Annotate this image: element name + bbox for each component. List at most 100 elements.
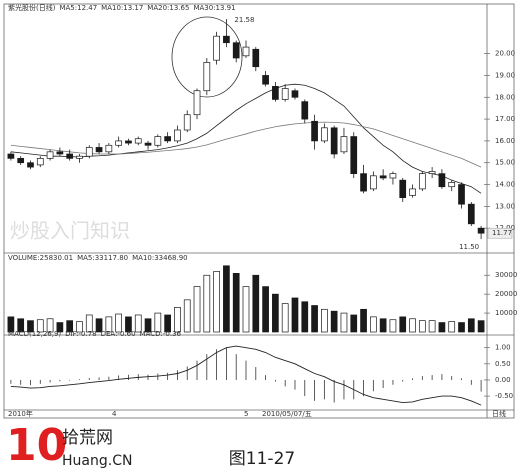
panel-header: MACD(12,26,9) [8, 330, 61, 338]
y-tick-label: 0.00 [495, 376, 511, 384]
last-price-box [487, 227, 513, 239]
candle-body [311, 120, 318, 142]
panel-header: MA5:33117.80 [77, 254, 128, 262]
volume-bar [369, 316, 377, 333]
candle-body [56, 151, 64, 155]
volume-bar [95, 318, 103, 333]
x-axis-label: 4 [112, 410, 117, 418]
volume-bar [7, 316, 15, 333]
panel-header: 紫光股份(日线) [8, 3, 56, 12]
candle-body [281, 88, 289, 100]
y-tick-label: 1.00 [495, 344, 511, 352]
candle-body [203, 62, 211, 92]
y-tick-label: 19.00 [495, 71, 515, 79]
panel-header: VOLUME:25830.01 [8, 254, 73, 262]
panel-header: MA5:12.47 [59, 4, 97, 12]
volume-bar [272, 293, 279, 333]
volume-bar [105, 316, 113, 333]
volume-bar [125, 316, 132, 333]
volume-bar [281, 303, 289, 333]
candle-body [418, 173, 426, 190]
candle-body [467, 203, 475, 225]
candle-body [27, 162, 34, 168]
candle-body [301, 101, 309, 120]
price-annotation: 21.58 [234, 16, 254, 24]
candle-body [164, 136, 171, 142]
candle-body [291, 90, 299, 98]
volume-bar [291, 297, 299, 333]
x-axis-label: 5 [244, 410, 248, 418]
y-tick-label: 17.00 [495, 115, 515, 123]
volume-bar [379, 318, 387, 333]
volume-bar [409, 318, 416, 333]
candle-body [379, 175, 387, 179]
candle-body [144, 142, 152, 146]
volume-bar [56, 322, 64, 333]
candle-body [369, 175, 377, 190]
candle-body [85, 147, 93, 157]
candle-body [154, 136, 162, 146]
candle-body [66, 153, 74, 159]
candle-body [360, 173, 367, 192]
volume-bar [418, 320, 426, 333]
candle-body [213, 35, 220, 61]
candle-body [389, 173, 397, 179]
volume-bar [311, 305, 318, 333]
volume-bar [467, 318, 475, 333]
y-tick-label: 20000 [495, 290, 517, 298]
volume-bar [428, 320, 436, 333]
volume-bar [144, 318, 152, 333]
candle-body [115, 140, 123, 146]
y-tick-label: 10000 [495, 309, 517, 317]
candle-body [242, 46, 250, 57]
candle-body [183, 114, 191, 131]
volume-bar [164, 314, 171, 333]
panel-header: DEA:-0.60 [101, 330, 136, 338]
volume-bar [203, 274, 211, 333]
y-tick-label: -0.50 [495, 392, 513, 400]
candle-body [448, 182, 456, 188]
volume-bar [438, 322, 446, 333]
volume-bar [27, 320, 34, 333]
volume-bar [174, 307, 181, 333]
volume-bar [399, 316, 407, 333]
y-tick-label: 16.00 [495, 137, 515, 145]
candle-body [399, 179, 407, 198]
dif-line [10, 345, 482, 406]
y-tick-label: 20.00 [495, 50, 515, 58]
candle-body [174, 129, 181, 142]
candle-body [105, 144, 113, 153]
volume-bar [66, 320, 74, 333]
candle-body [330, 127, 338, 155]
y-tick-label: 14.00 [495, 181, 515, 189]
y-tick-label: 13.00 [495, 202, 515, 210]
last-price-label: 11.77 [492, 229, 512, 237]
volume-bar [193, 286, 201, 333]
volume-bar [232, 273, 240, 333]
volume-bar [36, 319, 44, 333]
volume-bar [448, 321, 456, 333]
volume-bar [458, 322, 465, 333]
logo-number: 10 [6, 420, 67, 471]
candle-body [252, 48, 260, 68]
x-axis-label: 2010年 [8, 409, 33, 418]
candle-body [340, 136, 348, 153]
volume-bar [389, 319, 397, 333]
candle-body [95, 147, 103, 153]
caption: 图11-27 [229, 449, 295, 469]
volume-bar [154, 312, 162, 333]
x-axis-label: 2010/05/07/五 [262, 410, 312, 418]
volume-bar [242, 286, 250, 333]
volume-bar [477, 320, 485, 333]
candle-body [262, 75, 269, 85]
logo-name: 拾荒网 [62, 428, 113, 448]
panel-header: MACD:-0.36 [140, 330, 182, 338]
price-annotation: 11.50 [459, 243, 479, 251]
panel-header: DIF:-0.78 [65, 330, 96, 338]
y-tick-label: 18.00 [495, 93, 515, 101]
candle-body [7, 153, 15, 159]
volume-bar [85, 314, 93, 333]
volume-bar [262, 286, 269, 333]
candle-body [409, 188, 416, 196]
candle-body [458, 184, 465, 205]
